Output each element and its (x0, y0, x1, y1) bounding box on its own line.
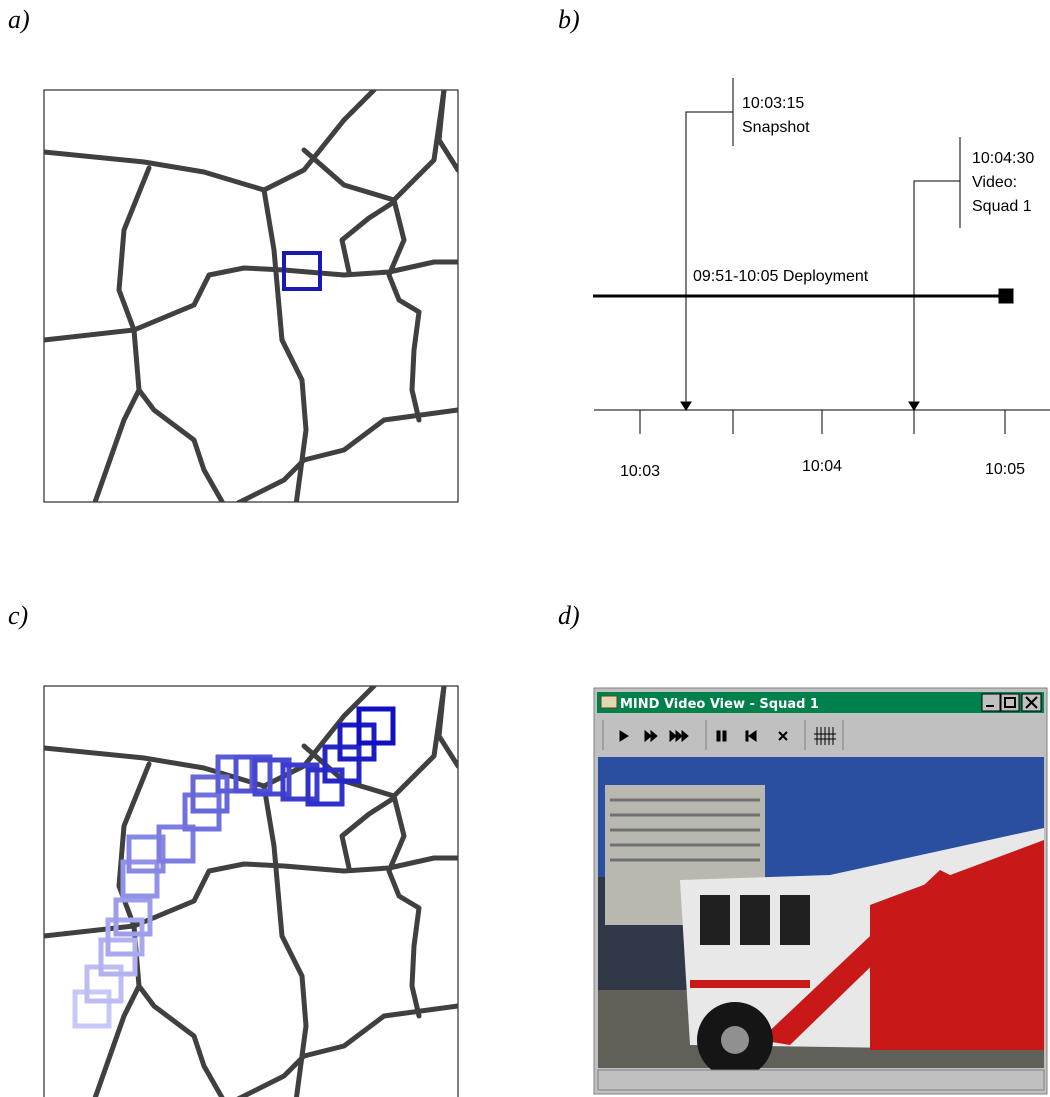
event-time: 10:03:15 (742, 95, 804, 112)
shape (982, 694, 1000, 711)
map-a (44, 90, 458, 505)
interval-label: 09:51-10:05 Deployment (693, 268, 869, 285)
shape (814, 727, 836, 745)
panel-label: a) (8, 5, 30, 34)
figure: a) b) c) d) 10:03:15 Snapshot 10:04:30 V… (0, 0, 1050, 1097)
panel-label: d) (558, 601, 580, 630)
video-window: MIND Video View - Squad 1 (594, 688, 1047, 1094)
event-label: Snapshot (742, 119, 810, 136)
shape (717, 731, 720, 741)
shape (598, 1070, 1044, 1090)
shape (681, 402, 691, 410)
shape (723, 731, 726, 741)
shape (601, 696, 617, 708)
event-label: Squad 1 (972, 198, 1032, 215)
shape (721, 1026, 749, 1054)
shape (746, 731, 748, 741)
timeline (593, 78, 1050, 434)
map-c (44, 686, 458, 1097)
shape (740, 895, 770, 945)
shape (1001, 694, 1019, 711)
tick-label: 10:03 (620, 463, 660, 480)
event-time: 10:04:30 (972, 150, 1034, 167)
tick-label: 10:05 (985, 461, 1025, 478)
window-title: MIND Video View - Squad 1 (620, 697, 819, 712)
panel-label: b) (558, 5, 580, 34)
event-label: Video: (972, 174, 1017, 191)
shape (780, 895, 810, 945)
shape (700, 895, 730, 945)
shape (999, 289, 1013, 303)
shape (686, 112, 733, 408)
shape (690, 980, 810, 988)
window-buttons[interactable] (982, 694, 1041, 711)
shape (909, 402, 919, 410)
video-frame (598, 757, 1044, 1078)
tick-label: 10:04 (802, 458, 842, 475)
panel-label: c) (8, 601, 28, 630)
